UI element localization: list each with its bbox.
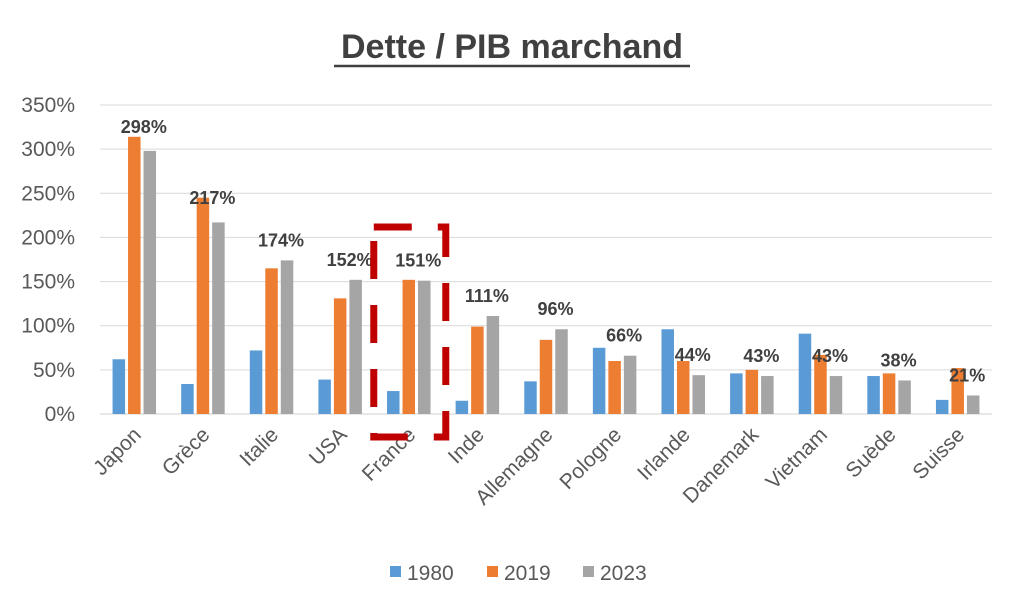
bar-2019-usa [333,298,347,414]
x-category-label: Inde [444,423,489,468]
bar-2023-suisse [966,395,980,414]
x-category-label: Pologne [555,423,626,494]
x-axis-categories: Japon Grèce Italie USA France IndeAllemagnePo… [89,423,969,510]
data-label-suède: 38% [881,350,917,370]
bar-2019-grèce [196,197,210,414]
y-tick-label: 100% [21,315,75,338]
bar-1980-suède [867,376,880,414]
bar-2019-japon [128,136,141,415]
chart-title: Dette / PIB marchand [341,28,683,66]
bar-2019-danemark [745,369,759,414]
bar-2023-japon [143,150,157,414]
bar-2019-pologne [608,361,621,414]
bar-1980-allemagne [524,381,537,414]
legend: 1980 2019 2023 [390,562,647,585]
bar-2023-suède [898,380,911,414]
bars [112,136,980,415]
bar-1980-usa [318,379,331,414]
bar-2023-allemagne [555,329,568,414]
bar-2023-inde [486,316,500,414]
data-label-irlande: 44% [675,345,711,365]
x-category-label: Irlande [633,423,695,485]
bar-2019-suisse [951,368,964,414]
y-tick-label: 0% [45,403,75,426]
legend-swatch-2023 [583,566,594,577]
y-tick-label: 150% [21,271,75,294]
bar-2019-vietnam [814,354,827,414]
x-category-label: Suisse [908,423,969,484]
bar-2019-suède [882,373,896,414]
bar-2023-danemark [761,376,774,414]
y-tick-label: 350% [21,94,75,117]
data-labels: 298% 217% 174% 152% 151% 111% 96% 66% 44% 43% 43% 3… [121,117,985,385]
bar-1980-france [387,391,400,414]
x-category-label: Italie [235,423,283,471]
legend-label-1980: 1980 [407,562,454,585]
x-category-label: Vietnam [762,423,832,493]
bar-1980-suisse [935,399,949,414]
legend-label-2023: 2023 [600,562,647,585]
data-label-danemark: 43% [743,346,779,366]
data-label-pologne: 66% [606,326,642,346]
data-label-grèce: 217% [189,188,235,208]
bar-2019-allemagne [539,339,553,414]
bar-2023-france [418,280,431,414]
data-label-france: 151% [395,251,441,271]
legend-swatch-1980 [390,566,401,577]
bar-2019-inde [471,326,484,414]
bar-2019-france [402,279,416,414]
x-category-label: Grèce [158,423,215,480]
bar-2023-irlande [692,375,705,414]
x-category-label: France [358,423,420,485]
france-highlight-box [370,223,450,441]
bar-2023-grèce [212,222,225,414]
bar-2019-irlande [676,361,690,414]
y-tick-label: 250% [21,182,75,205]
x-category-label: Japon [89,423,146,480]
bar-2023-pologne [623,355,637,414]
bar-1980-pologne [592,347,606,414]
bar-2019-italie [265,268,278,414]
bar-2023-usa [349,279,362,414]
bar-1980-grèce [181,383,194,414]
highlight-annotation [370,223,450,441]
data-label-italie: 174% [258,230,304,250]
data-label-suisse: 21% [949,365,985,385]
bar-2023-italie [280,260,294,414]
legend-label-2019: 2019 [504,562,551,585]
bar-1980-inde [455,400,469,414]
x-category-label: Danemark [679,423,764,508]
bar-1980-italie [249,350,263,414]
bar-1980-irlande [661,329,674,414]
y-tick-label: 50% [33,359,75,382]
y-axis-ticks: 0% 50% 100% 150% 200% 250% 300% 350% [21,94,75,426]
x-category-label: USA [305,423,352,470]
data-label-inde: 111% [465,286,509,306]
y-tick-label: 300% [21,138,75,161]
x-category-label: Suède [841,423,900,482]
data-label-usa: 152% [327,250,373,270]
bar-2023-vietnam [829,376,843,414]
y-tick-label: 200% [21,226,75,249]
legend-swatch-2019 [487,566,498,577]
bar-1980-japon [112,359,126,414]
bar-1980-danemark [730,373,743,414]
data-label-vietnam: 43% [812,346,848,366]
gridlines [100,104,992,415]
data-label-allemagne: 96% [537,299,573,319]
data-label-japon: 298% [121,117,167,137]
bar-1980-vietnam [798,333,812,414]
